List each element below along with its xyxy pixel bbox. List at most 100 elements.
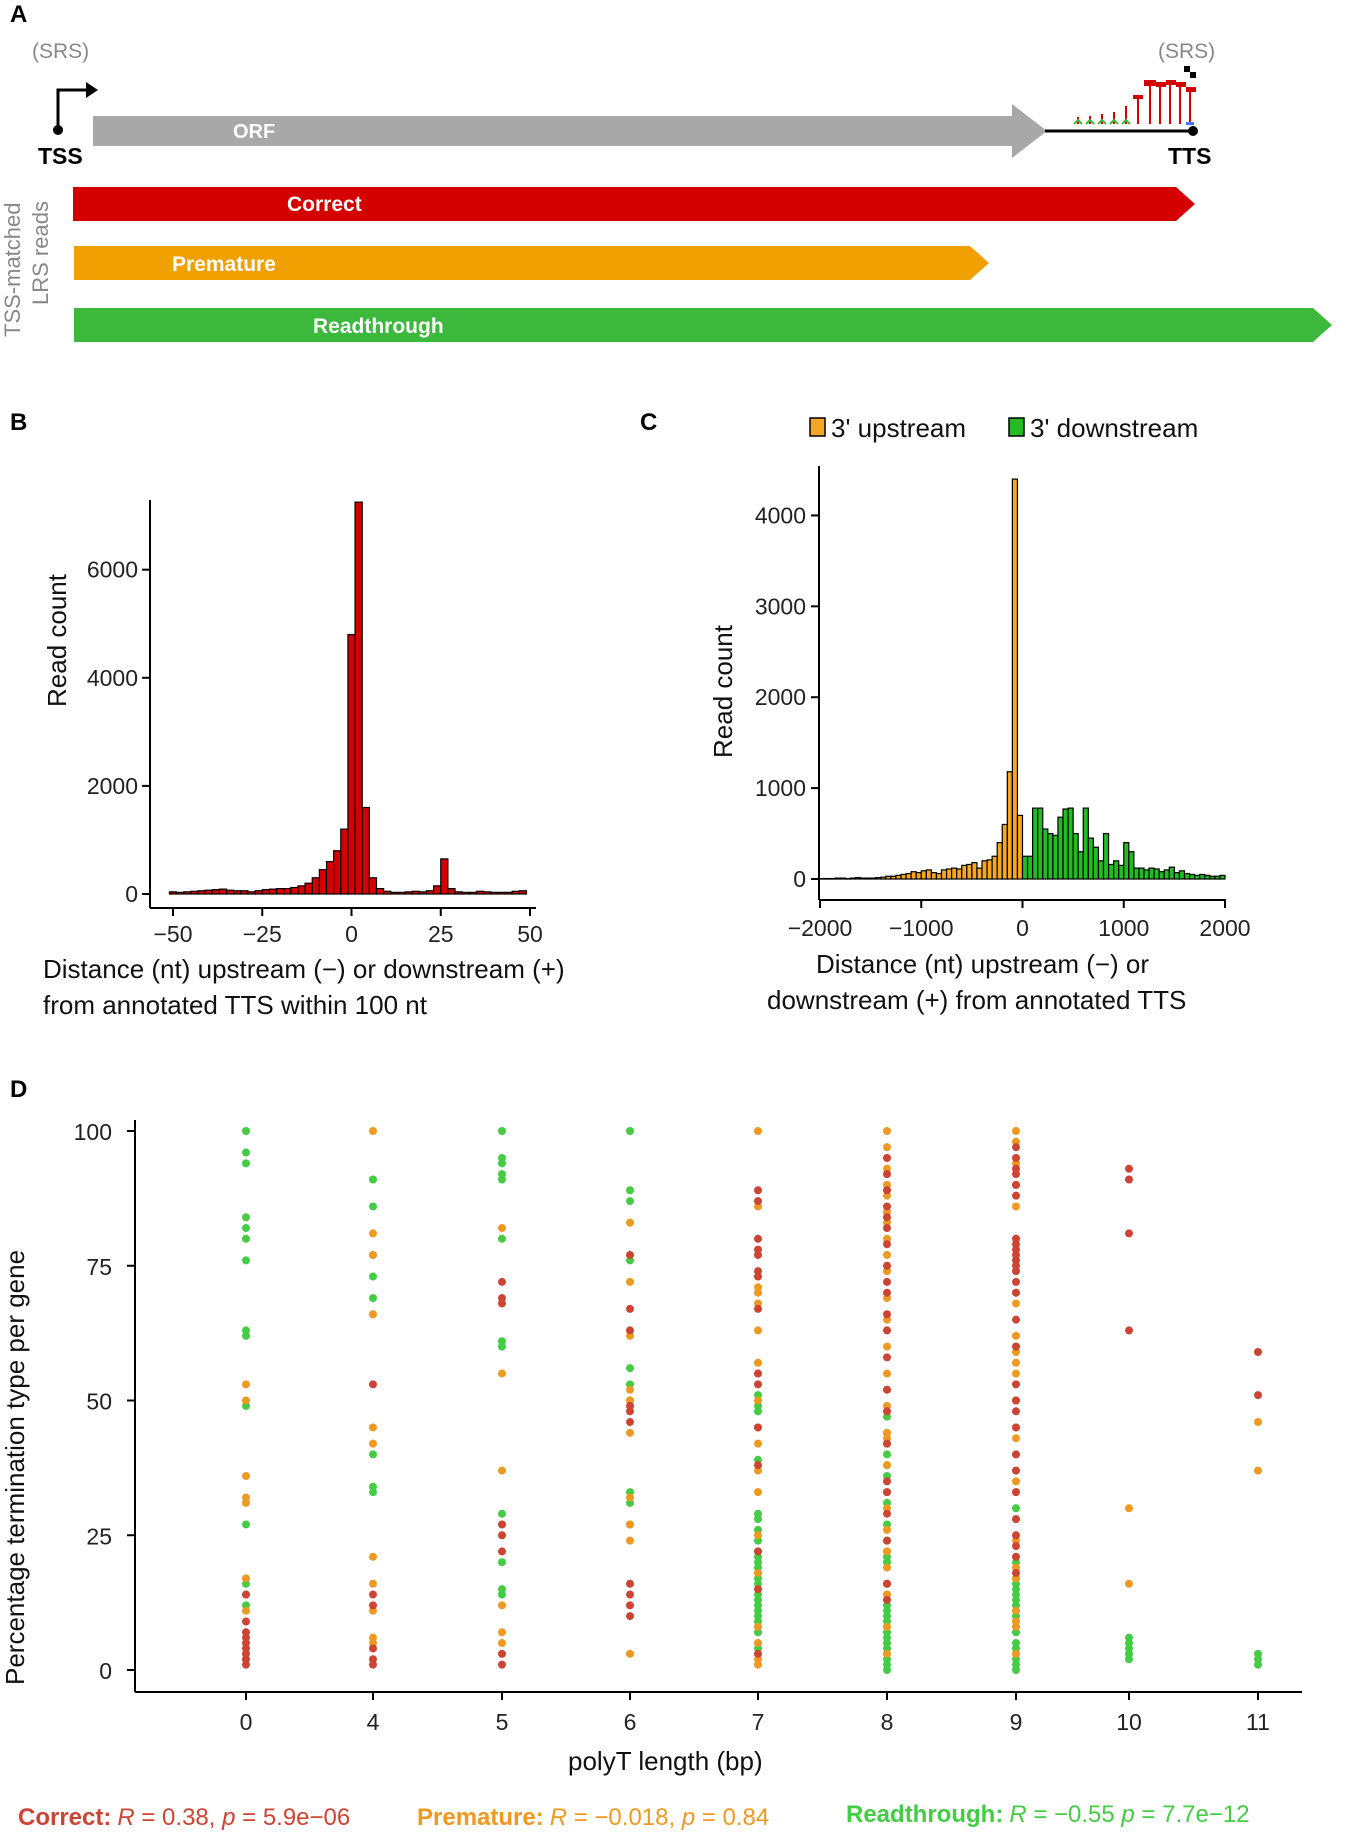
c-ytick-label: 4000 bbox=[755, 502, 806, 528]
c-downstream-bar bbox=[1087, 837, 1094, 880]
point-correct bbox=[626, 1304, 634, 1313]
b-bar bbox=[211, 889, 221, 895]
d-xtick-label: 10 bbox=[1116, 1709, 1142, 1735]
point-correct bbox=[883, 1326, 891, 1335]
point-premature bbox=[626, 1493, 634, 1502]
stats-line-readthrough: Readthrough: R = −0.55 p = 7.7e−12 bbox=[846, 1801, 1250, 1828]
point-premature bbox=[369, 1633, 377, 1642]
point-correct bbox=[1254, 1391, 1262, 1400]
c-ylabel: Read count bbox=[708, 624, 738, 758]
point-correct bbox=[1012, 1342, 1020, 1351]
point-premature bbox=[1012, 1606, 1020, 1615]
point-readthrough bbox=[369, 1482, 377, 1491]
point-premature bbox=[883, 1369, 891, 1378]
point-premature bbox=[498, 1639, 506, 1648]
c-downstream-bar bbox=[1138, 867, 1145, 880]
promoter-arrow-icon bbox=[56, 88, 88, 130]
point-correct bbox=[626, 1250, 634, 1259]
b-xlabel-line1: Distance (nt) upstream (−) or downstream… bbox=[43, 954, 565, 984]
c-downstream-bar bbox=[1102, 832, 1110, 880]
point-premature bbox=[498, 1466, 506, 1475]
point-correct bbox=[1125, 1175, 1133, 1184]
b-bar bbox=[311, 877, 320, 895]
c-downstream-bar bbox=[1032, 807, 1039, 880]
b-bar bbox=[454, 891, 463, 895]
b-bar bbox=[390, 891, 399, 895]
c-upstream-bar bbox=[1001, 823, 1008, 880]
c-downstream-bar bbox=[1194, 874, 1201, 880]
point-premature bbox=[369, 1579, 377, 1588]
point-readthrough bbox=[242, 1159, 250, 1168]
point-premature bbox=[754, 1622, 762, 1631]
b-bar bbox=[290, 886, 299, 895]
point-correct bbox=[883, 1385, 891, 1394]
point-premature bbox=[369, 1423, 377, 1432]
c-downstream-bar bbox=[1219, 874, 1226, 880]
b-bar bbox=[461, 891, 470, 895]
c-upstream-bar bbox=[864, 877, 872, 880]
point-premature bbox=[754, 1396, 762, 1405]
point-correct bbox=[1125, 1326, 1133, 1335]
stat-readthrough-p-symbol: p bbox=[1120, 1801, 1134, 1828]
point-premature bbox=[754, 1639, 762, 1648]
b-xtick-label: −50 bbox=[153, 921, 192, 947]
b-bar bbox=[325, 860, 335, 895]
point-premature bbox=[754, 1439, 762, 1448]
b-bar bbox=[368, 877, 378, 895]
b-bar bbox=[333, 850, 342, 895]
d-ytick-label: 75 bbox=[86, 1254, 112, 1280]
readthrough-read-label: Readthrough bbox=[313, 315, 444, 338]
stat-correct-r: = 0.38, bbox=[135, 1804, 222, 1831]
c-downstream-bar bbox=[1047, 832, 1054, 880]
point-premature bbox=[754, 1568, 762, 1577]
point-premature bbox=[1012, 1299, 1020, 1308]
point-correct bbox=[1254, 1347, 1262, 1356]
d-xtick-label: 7 bbox=[752, 1709, 765, 1735]
stat-correct-p: = 5.9e−06 bbox=[235, 1804, 350, 1831]
c-upstream-bar bbox=[996, 842, 1003, 880]
point-correct bbox=[1012, 1568, 1020, 1577]
c-upstream-bar bbox=[890, 875, 897, 880]
point-readthrough bbox=[242, 1127, 250, 1135]
b-bar bbox=[433, 885, 442, 895]
point-correct bbox=[1012, 1288, 1020, 1297]
c-downstream-bar bbox=[1077, 851, 1084, 880]
point-premature bbox=[883, 1525, 891, 1534]
point-premature bbox=[498, 1224, 506, 1233]
c-downstream-bar bbox=[1107, 863, 1115, 880]
d-points bbox=[242, 1127, 1262, 1674]
c-downstream-bar bbox=[1178, 870, 1186, 880]
b-bars bbox=[168, 501, 528, 895]
c-upstream-bar bbox=[880, 876, 887, 880]
b-bar bbox=[318, 869, 328, 895]
vertical-label-1: TSS-matched bbox=[0, 203, 25, 338]
b-bar bbox=[304, 882, 313, 895]
point-premature bbox=[626, 1385, 634, 1394]
stat-premature-r-symbol: R bbox=[550, 1804, 567, 1831]
c-upstream-bar bbox=[844, 877, 851, 880]
point-premature bbox=[883, 1127, 891, 1135]
b-xlabel-line2: from annotated TTS within 100 nt bbox=[43, 990, 428, 1020]
c-downstream-bar bbox=[1118, 864, 1125, 880]
d-xaxis: 0 4 5 6 7 8 9 10 11 bbox=[240, 1692, 1270, 1735]
point-premature bbox=[883, 1143, 891, 1152]
legend-downstream-label: 3' downstream bbox=[1030, 413, 1198, 443]
point-premature bbox=[1125, 1504, 1133, 1513]
point-premature bbox=[626, 1277, 634, 1286]
c-downstream-bar bbox=[1143, 869, 1150, 880]
c-downstream-bar bbox=[1037, 807, 1044, 880]
point-correct bbox=[498, 1547, 506, 1556]
c-upstream-bar bbox=[829, 877, 836, 880]
c-downstream-bar bbox=[1168, 866, 1175, 880]
c-yaxis: 0 1000 2000 3000 4000 bbox=[755, 502, 819, 892]
panel-c-label: C bbox=[640, 409, 657, 436]
d-xtick-label: 8 bbox=[881, 1709, 894, 1735]
point-correct bbox=[883, 1579, 891, 1588]
point-premature bbox=[754, 1283, 762, 1292]
b-bar bbox=[447, 887, 456, 895]
b-bar bbox=[397, 891, 406, 895]
point-premature bbox=[1012, 1358, 1020, 1367]
c-upstream-bar bbox=[951, 867, 958, 880]
c-ytick-label: 1000 bbox=[755, 775, 806, 801]
